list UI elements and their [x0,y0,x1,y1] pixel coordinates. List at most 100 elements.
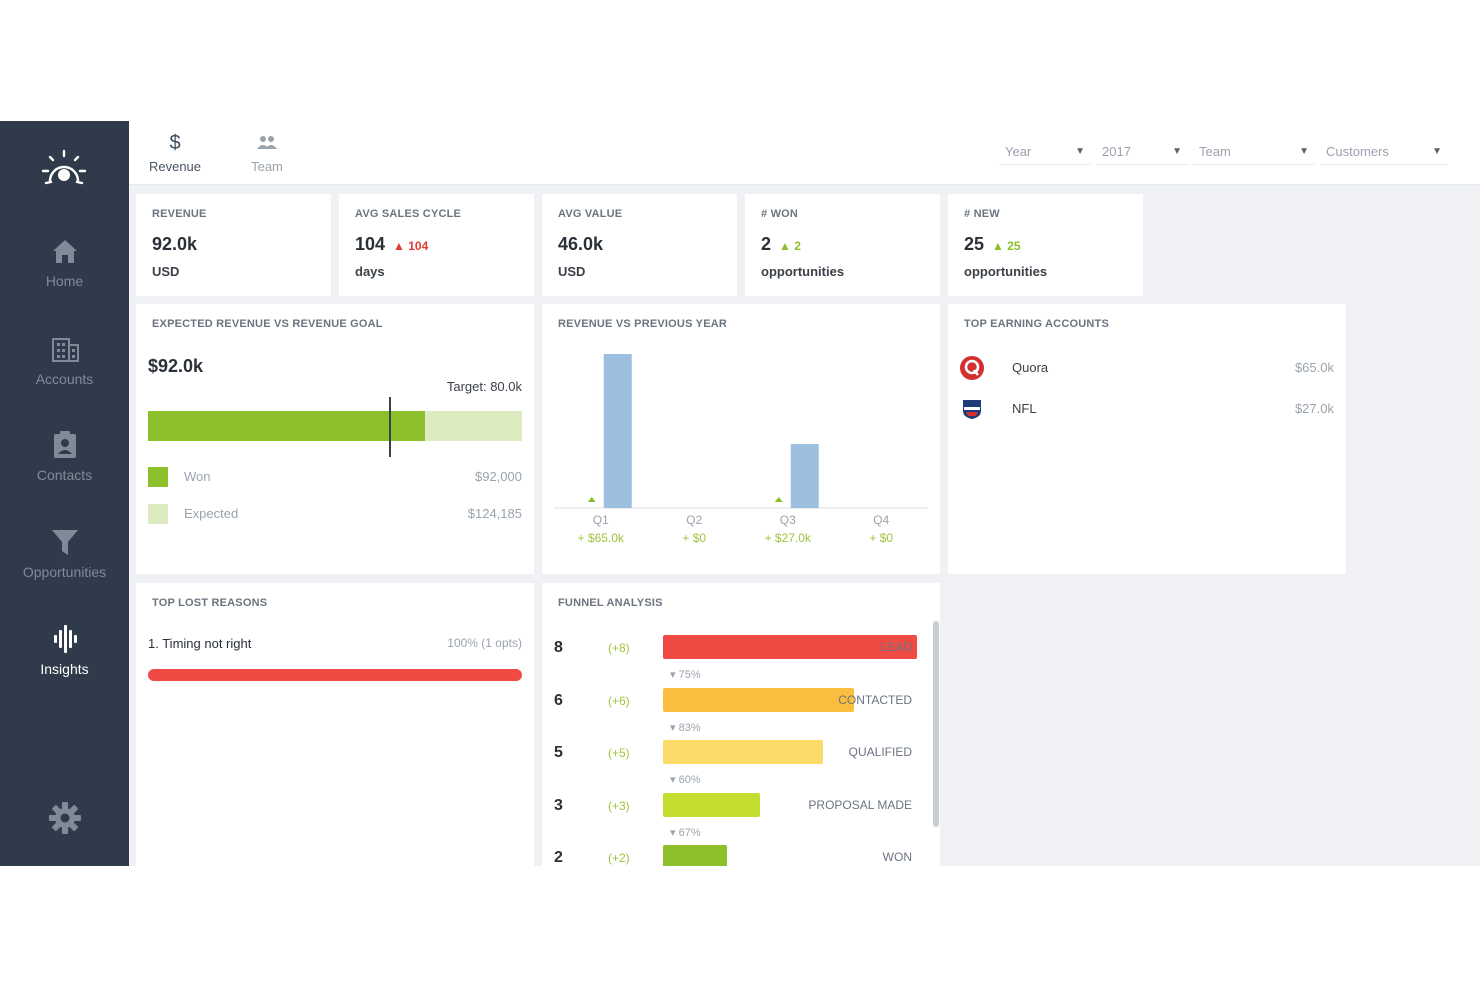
card-title: FUNNEL ANALYSIS [558,597,663,609]
x-tick-label: Q1 [593,513,609,527]
stage-name: QUALIFIED [848,745,912,759]
chevron-down-icon: ▼ [1172,146,1182,157]
funnel-stage-qualified[interactable]: 5 (+5) QUALIFIED [542,740,932,766]
filter-label: Team [1199,144,1231,159]
kpi-title: AVG VALUE [558,208,623,220]
stage-delta: (+8) [608,641,630,655]
stage-bar [663,845,727,866]
kpi-card-avg-value: AVG VALUE 46.0k USD [542,194,737,296]
sidebar-item-label: Contacts [36,467,93,483]
stage-conversion-rate: ▾ 75% [670,669,701,681]
x-tick-label: Q3 [780,513,796,527]
change-label: + $0 [682,531,706,545]
quora-logo-icon [960,356,984,380]
funnel-analysis-card: FUNNEL ANALYSIS 8 (+8) LEAD ▾ 75% 6 (+6) CONTA… [542,583,940,866]
x-tick-label: Q4 [873,513,889,527]
change-label: + $65.0k [578,531,625,545]
legend-expected: Expected $124,185 [148,504,522,524]
kpi-card-new: # NEW 25 ▲ 25 opportunities [948,194,1143,296]
legend-swatch [148,504,168,524]
top-bar: $ Revenue Team Year ▼ 2017 ▼ Team ▼ Cust… [129,121,1480,185]
funnel-icon [51,530,78,555]
kpi-delta: ▲ 25 [992,239,1021,253]
app-window: Home Accounts Contacts [0,121,1480,866]
sidebar-item-opportunities[interactable]: Opportunities [0,526,129,606]
chevron-down-icon: ▼ [1075,146,1085,157]
legend-value: $124,185 [467,506,522,521]
stage-count: 8 [554,639,563,656]
stage-count: 6 [554,691,563,709]
funnel-stage-won[interactable]: 2 (+2) WON [542,845,932,866]
home-icon [52,240,77,263]
kpi-value-row: 2 ▲ 2 [761,234,801,255]
legend-value: $92,000 [475,469,522,484]
kpi-value-row: 46.0k [558,234,603,255]
lost-reason-track [148,669,522,681]
sidebar-item-contacts[interactable]: Contacts [0,429,129,509]
stage-delta: (+3) [608,798,630,813]
stage-bar [663,687,854,712]
tab-team[interactable]: Team [227,131,307,174]
stage-bar [663,740,824,764]
funnel-stage-proposal-made[interactable]: 3 (+3) PROPOSAL MADE [542,792,932,819]
stage-count: 5 [554,744,563,761]
kpi-unit: USD [558,264,586,279]
account-row-quora[interactable]: Quora $65.0k [960,356,1334,380]
customers-filter-select[interactable]: Customers ▼ [1320,139,1448,165]
sidebar-item-accounts[interactable]: Accounts [0,333,129,413]
tab-revenue[interactable]: $ Revenue [135,131,215,174]
stage-conversion-rate: ▾ 83% [670,721,701,734]
kpi-value: 104 [355,234,386,254]
stage-count: 2 [554,849,563,866]
filter-label: 2017 [1102,144,1131,159]
revenue-vs-previous-year-card: REVENUE VS PREVIOUS YEAR Q1 + $65.0k Q2 + $… [542,304,940,574]
team-icon [257,136,277,149]
funnel-scrollbar[interactable] [933,621,939,827]
expected-revenue-card: EXPECTED REVENUE VS REVENUE GOAL $92.0k … [136,304,534,574]
stage-conversion-rate: ▾ 60% [670,774,701,786]
sidebar: Home Accounts Contacts [0,121,129,866]
kpi-card-avg-sales-cycle: AVG SALES CYCLE 104 ▲ 104 days [339,194,534,296]
stage-name: PROPOSAL MADE [808,797,912,812]
legend-won: Won $92,000 [148,467,522,487]
stage-count: 3 [554,796,563,814]
revenue-bar-q3[interactable] [790,444,819,508]
kpi-title: REVENUE [152,208,207,220]
kpi-card-revenue: REVENUE 92.0k USD [136,194,331,296]
kpi-title: # WON [761,208,799,220]
year-value-select[interactable]: 2017 ▼ [1096,139,1188,165]
card-title: EXPECTED REVENUE VS REVENUE GOAL [152,318,383,330]
card-title: REVENUE VS PREVIOUS YEAR [558,318,728,330]
contact-card-icon [53,431,76,458]
insights-icon [53,625,77,653]
sidebar-item-insights[interactable]: Insights [0,623,129,703]
account-value: $27.0k [1294,401,1334,416]
sun-logo-icon[interactable] [40,147,88,195]
account-name: NFL [1012,401,1037,416]
kpi-value-row: 25 ▲ 25 [964,234,1021,255]
team-filter-select[interactable]: Team ▼ [1193,139,1315,165]
kpi-unit: USD [152,264,180,279]
stage-name: CONTACTED [838,692,912,707]
funnel-stage-lead[interactable]: 8 (+8) LEAD [542,635,932,661]
stage-delta: (+5) [608,746,630,760]
gear-icon[interactable] [48,801,82,835]
account-row-nfl[interactable]: NFL $27.0k [960,397,1334,421]
stage-conversion-rate: ▾ 67% [670,826,701,839]
lost-reason-label: 1. Timing not right [148,636,252,651]
top-earning-accounts-card: TOP EARNING ACCOUNTS Quora $65.0k NFL $2… [948,304,1346,574]
stage-bar [663,635,917,659]
revenue-bar-q1[interactable] [603,354,632,508]
legend-name: Expected [184,506,239,521]
filter-label: Customers [1326,144,1389,159]
chevron-down-icon: ▼ [1432,146,1442,157]
year-filter-select[interactable]: Year ▼ [999,139,1091,165]
kpi-unit: days [355,264,385,279]
nfl-logo-icon [963,400,981,419]
stage-name: LEAD [880,640,912,654]
kpi-unit: opportunities [964,264,1048,279]
kpi-delta: ▲ 104 [393,239,429,253]
funnel-stage-contacted[interactable]: 6 (+6) CONTACTED [542,687,932,714]
kpi-value: 92.0k [152,234,198,254]
sidebar-item-home[interactable]: Home [0,235,129,315]
